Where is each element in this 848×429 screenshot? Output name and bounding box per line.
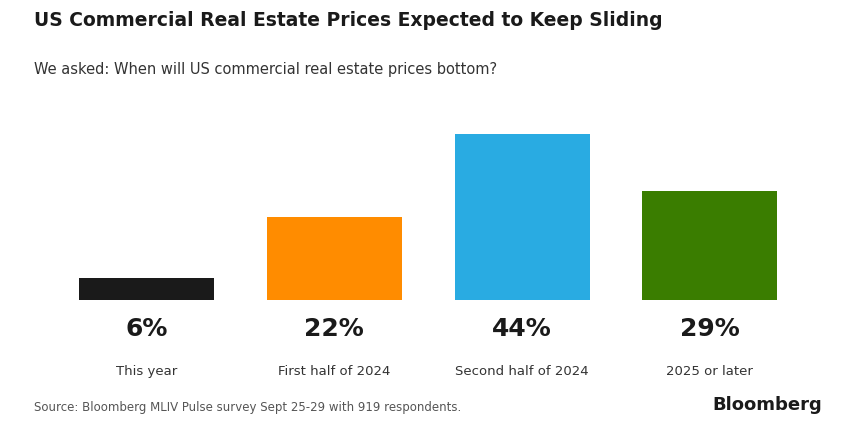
Text: Bloomberg: Bloomberg — [713, 396, 823, 414]
Text: We asked: When will US commercial real estate prices bottom?: We asked: When will US commercial real e… — [34, 62, 497, 77]
Text: This year: This year — [116, 365, 177, 378]
Bar — [79, 278, 215, 300]
Bar — [642, 191, 778, 300]
Text: 2025 or later: 2025 or later — [667, 365, 753, 378]
Text: 6%: 6% — [126, 317, 168, 341]
Text: Source: Bloomberg MLIV Pulse survey Sept 25-29 with 919 respondents.: Source: Bloomberg MLIV Pulse survey Sept… — [34, 401, 461, 414]
Text: 29%: 29% — [680, 317, 739, 341]
Bar — [455, 134, 589, 300]
Text: 22%: 22% — [304, 317, 365, 341]
Text: First half of 2024: First half of 2024 — [278, 365, 391, 378]
Bar — [267, 217, 402, 300]
Text: 44%: 44% — [492, 317, 552, 341]
Text: Second half of 2024: Second half of 2024 — [455, 365, 589, 378]
Text: US Commercial Real Estate Prices Expected to Keep Sliding: US Commercial Real Estate Prices Expecte… — [34, 11, 662, 30]
